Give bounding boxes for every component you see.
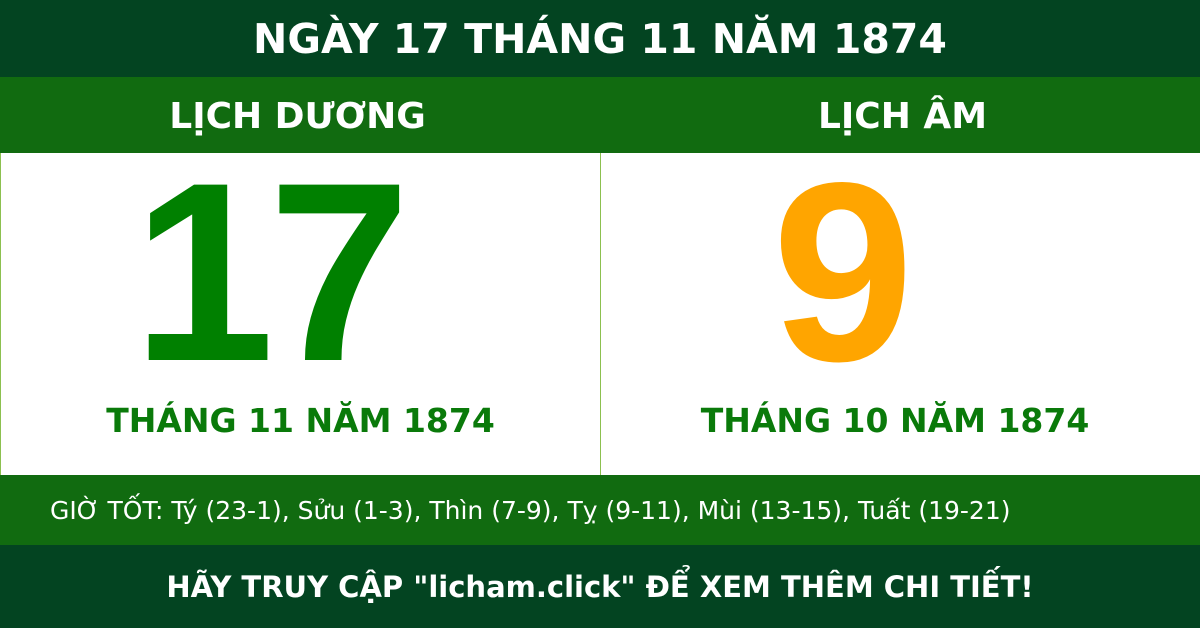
solar-month-year: THÁNG 11 NĂM 1874: [106, 401, 495, 440]
column-headers: LỊCH DƯƠNG LỊCH ÂM: [0, 77, 1200, 153]
column-divider: [600, 153, 601, 475]
calendar-body: 17 THÁNG 11 NĂM 1874 9 THÁNG 10 NĂM 1874: [0, 145, 1200, 475]
solar-heading: LỊCH DƯƠNG: [169, 95, 426, 137]
lunar-column: 9 THÁNG 10 NĂM 1874: [600, 145, 1200, 475]
good-hours: GIỜ TỐT: Tý (23-1), Sửu (1-3), Thìn (7-9…: [0, 475, 1200, 545]
lunar-month-year: THÁNG 10 NĂM 1874: [700, 401, 1090, 440]
lunar-heading: LỊCH ÂM: [817, 95, 988, 137]
solar-column: 17 THÁNG 11 NĂM 1874: [0, 145, 600, 475]
lunar-day: 9: [772, 130, 914, 415]
page-title: NGÀY 17 THÁNG 11 NĂM 1874: [0, 0, 1200, 77]
footer-cta: HÃY TRUY CẬP "licham.click" ĐỂ XEM THÊM …: [0, 545, 1200, 628]
solar-day: 17: [132, 130, 411, 415]
